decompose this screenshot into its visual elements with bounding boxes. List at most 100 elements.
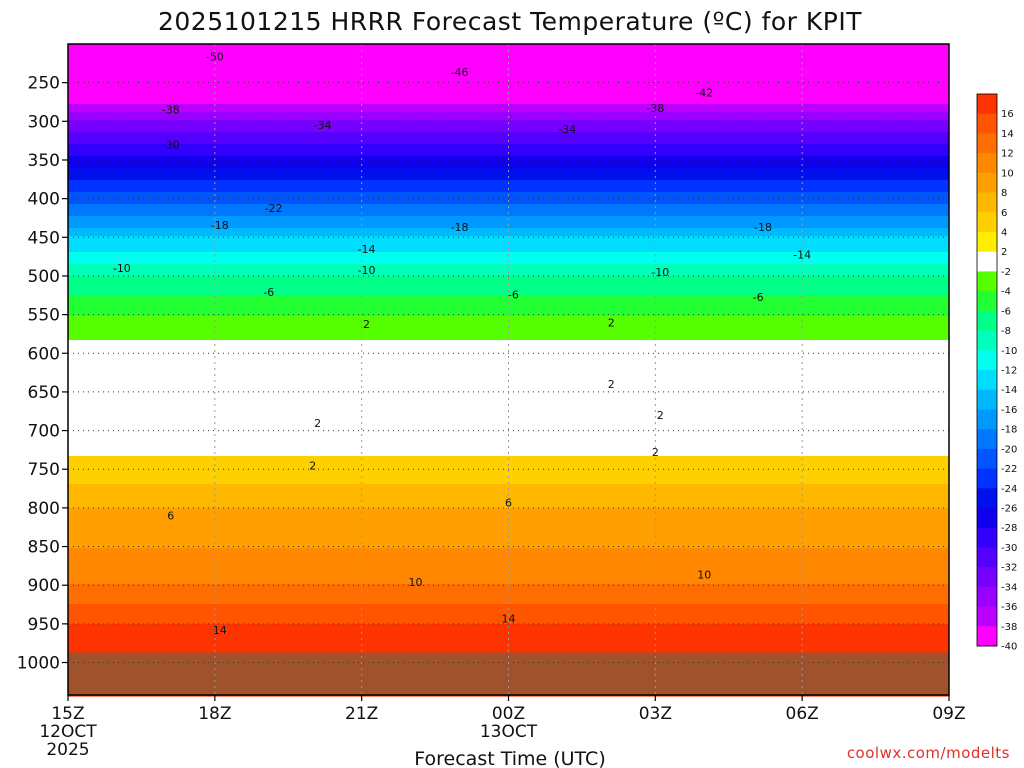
colorbar-label: 12 bbox=[1001, 149, 1014, 160]
y-tick-label: 850 bbox=[28, 538, 60, 558]
temperature-band bbox=[68, 148, 949, 153]
temperature-band bbox=[68, 356, 949, 361]
x-axis-label: Forecast Time (UTC) bbox=[414, 748, 605, 768]
temperature-band bbox=[68, 268, 949, 273]
colorbar-label: -22 bbox=[1001, 464, 1017, 475]
colorbar-swatch bbox=[977, 232, 997, 253]
temperature-band bbox=[68, 304, 949, 309]
temperature-band bbox=[68, 596, 949, 601]
y-tick-label: 250 bbox=[28, 74, 60, 94]
colorbar-label: -38 bbox=[1001, 622, 1017, 633]
colorbar-label: -20 bbox=[1001, 444, 1017, 455]
x-tick-label: 00Z bbox=[492, 704, 525, 724]
temperature-band bbox=[68, 592, 949, 597]
contour-label: -34 bbox=[314, 119, 332, 132]
contour-label: -38 bbox=[646, 102, 664, 115]
colorbar-swatch bbox=[977, 271, 997, 292]
temperature-band bbox=[68, 128, 949, 133]
chart-title: 2025101215 HRRR Forecast Temperature (ºC… bbox=[158, 7, 862, 36]
colorbar-swatch bbox=[977, 172, 997, 193]
y-axis: 250 300 350 400 450 500 550 600 650 700 750 800 850 9… bbox=[17, 74, 68, 674]
temperature-band bbox=[68, 476, 949, 481]
y-tick-label: 600 bbox=[28, 344, 60, 364]
temperature-band bbox=[68, 100, 949, 105]
temperature-band bbox=[68, 88, 949, 93]
temperature-band bbox=[68, 644, 949, 649]
temperature-band bbox=[68, 376, 949, 381]
temperature-band bbox=[68, 164, 949, 169]
ground-layer bbox=[68, 652, 949, 695]
temperature-band bbox=[68, 200, 949, 205]
temperature-band bbox=[68, 580, 949, 585]
contour-label: 6 bbox=[167, 510, 174, 523]
contour-label: 14 bbox=[213, 624, 227, 637]
colorbar-swatch bbox=[977, 153, 997, 174]
temperature-band bbox=[68, 496, 949, 501]
contour-label: 2 bbox=[608, 316, 615, 329]
temperature-band bbox=[68, 452, 949, 457]
temperature-band bbox=[68, 104, 949, 109]
temperature-band bbox=[68, 44, 949, 49]
colorbar-label: 8 bbox=[1001, 188, 1007, 199]
colorbar-swatch bbox=[977, 291, 997, 312]
colorbar-label: -14 bbox=[1001, 385, 1017, 396]
temperature-band bbox=[68, 632, 949, 637]
temperature-band bbox=[68, 488, 949, 493]
temperature-band bbox=[68, 404, 949, 409]
temperature-band bbox=[68, 616, 949, 621]
temperature-band bbox=[68, 112, 949, 117]
temperature-band bbox=[68, 440, 949, 445]
colorbar-swatch bbox=[977, 488, 997, 509]
temperature-band bbox=[68, 584, 949, 589]
colorbar-label: -12 bbox=[1001, 366, 1017, 377]
temperature-band bbox=[68, 448, 949, 453]
temperature-band bbox=[68, 224, 949, 229]
contour-label: 6 bbox=[505, 496, 512, 509]
colorbar-label: 10 bbox=[1001, 168, 1014, 179]
temperature-band bbox=[68, 512, 949, 517]
y-tick-label: 350 bbox=[28, 151, 60, 171]
contour-label: 2 bbox=[309, 459, 316, 472]
temperature-band bbox=[68, 260, 949, 265]
colorbar-label: -34 bbox=[1001, 582, 1017, 593]
contour-label: 2 bbox=[608, 378, 615, 391]
temperature-band bbox=[68, 320, 949, 325]
temperature-band bbox=[68, 296, 949, 301]
temperature-band bbox=[68, 68, 949, 73]
temperature-band bbox=[68, 424, 949, 429]
colorbar-swatch bbox=[977, 192, 997, 213]
colorbar-label: -18 bbox=[1001, 425, 1017, 436]
colorbar-label: 4 bbox=[1001, 228, 1007, 239]
temperature-band bbox=[68, 412, 949, 417]
contour-label: -6 bbox=[753, 291, 764, 304]
y-tick-label: 650 bbox=[28, 383, 60, 403]
colorbar-swatch bbox=[977, 370, 997, 391]
credit-link[interactable]: coolwx.com/modelts bbox=[847, 744, 1010, 762]
temperature-band bbox=[68, 280, 949, 285]
temperature-band bbox=[68, 436, 949, 441]
temperature-band bbox=[68, 116, 949, 121]
y-tick-label: 950 bbox=[28, 615, 60, 635]
contour-label: -22 bbox=[265, 202, 283, 215]
colorbar-label: -40 bbox=[1001, 642, 1017, 653]
temperature-band bbox=[68, 152, 949, 157]
colorbar-swatch bbox=[977, 251, 997, 272]
colorbar-label: 14 bbox=[1001, 129, 1014, 140]
colorbar-swatch bbox=[977, 448, 997, 469]
colorbar-swatch bbox=[977, 586, 997, 607]
colorbar-swatch bbox=[977, 212, 997, 233]
temperature-band bbox=[68, 628, 949, 633]
colorbar-label: -10 bbox=[1001, 346, 1017, 357]
temperature-band bbox=[68, 524, 949, 529]
y-tick-label: 550 bbox=[28, 306, 60, 326]
contour-label: 2 bbox=[652, 446, 659, 459]
temperature-band bbox=[68, 332, 949, 337]
contour-label: 2 bbox=[657, 409, 664, 422]
temperature-band bbox=[68, 400, 949, 405]
colorbar-swatch bbox=[977, 350, 997, 371]
temperature-band bbox=[68, 212, 949, 217]
y-tick-label: 300 bbox=[28, 112, 60, 132]
temperature-band bbox=[68, 184, 949, 189]
temperature-band bbox=[68, 556, 949, 561]
